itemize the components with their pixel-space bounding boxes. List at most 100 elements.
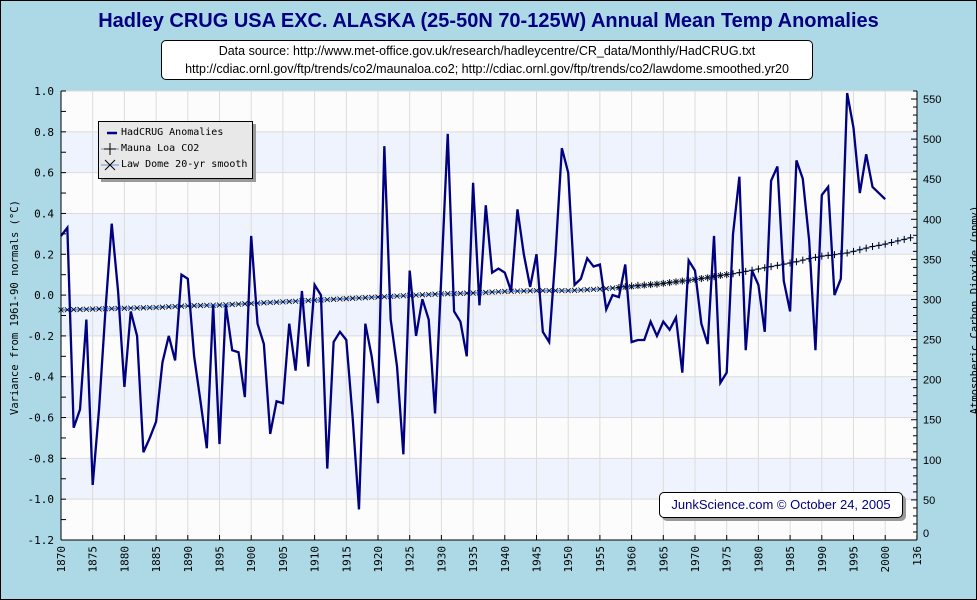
y-tick-label: 0.4 (34, 207, 54, 220)
law-dome-marker (159, 304, 166, 310)
mauna-loa-marker (723, 271, 730, 279)
legend: HadCRUG Anomalies Mauna Loa CO2 Law Dome… (98, 121, 253, 179)
y2-tick-label: 350 (923, 254, 941, 266)
law-dome-marker (425, 291, 432, 298)
law-dome-marker (419, 292, 426, 298)
law-dome-marker (210, 302, 216, 309)
x-tick-label: 1885 (150, 546, 163, 573)
law-dome-marker (349, 295, 356, 302)
law-dome-marker (140, 305, 147, 311)
data-source-box: Data source: http://www.met-office.gov.u… (161, 40, 813, 80)
x-tick-label: 136 (911, 546, 924, 566)
law-dome-marker (216, 302, 223, 308)
legend-label: Mauna Loa CO2 (121, 143, 200, 154)
law-dome-marker (578, 287, 584, 293)
law-dome-marker (165, 304, 172, 310)
y-axis-label: Variance from 1961-90 normals (°C) (9, 200, 21, 415)
x-tick-label: 1895 (214, 546, 227, 573)
mauna-loa-marker (774, 261, 781, 269)
x-tick-label: 1990 (816, 546, 829, 573)
chart-title: Hadley CRUG USA EXC. ALASKA (25-50N 70-1… (98, 10, 879, 32)
y2-tick-label: 300 (923, 294, 941, 306)
law-dome-marker (292, 298, 299, 305)
y2-tick-label: 450 (923, 174, 941, 186)
law-dome-marker (362, 294, 369, 301)
law-dome-marker (495, 288, 502, 295)
y-tick-label: -0.4 (28, 371, 55, 384)
law-dome-marker (172, 303, 178, 310)
x-tick-label: 1980 (752, 546, 765, 573)
x-tick-label: 2000 (879, 546, 892, 573)
x-tick-label: 1935 (467, 546, 480, 573)
law-dome-marker (343, 295, 350, 302)
x-tick-label: 1870 (55, 546, 68, 573)
y-tick-label: 0.0 (34, 289, 54, 302)
mauna-loa-marker (850, 247, 857, 255)
y2-tick-label: 550 (923, 94, 941, 106)
y2-tick-label: 400 (923, 214, 941, 226)
mauna-loa-marker (666, 279, 673, 287)
law-dome-marker (527, 288, 533, 294)
mauna-loa-marker (736, 269, 743, 277)
credit-label: JunkScience.com © October 24, 2005 (659, 492, 903, 518)
mauna-loa-marker (704, 274, 711, 282)
law-dome-marker (337, 296, 343, 302)
mauna-loa-marker (717, 271, 724, 279)
law-dome-marker (280, 299, 286, 305)
law-dome-marker (134, 305, 140, 311)
band (61, 295, 917, 336)
legend-item-mauna-loa: Mauna Loa CO2 (99, 141, 252, 157)
mauna-loa-marker (698, 275, 705, 283)
law-dome-marker (197, 302, 204, 309)
law-dome-marker (235, 301, 242, 307)
mauna-loa-marker (907, 234, 914, 242)
y2-tick-label: 250 (923, 335, 941, 347)
x-tick-label: 1915 (340, 546, 353, 573)
law-dome-marker (413, 292, 419, 298)
x-tick-label: 1960 (626, 546, 639, 573)
law-dome-marker (223, 301, 229, 308)
law-dome-marker (204, 302, 210, 309)
mauna-loa-marker (628, 282, 635, 290)
law-dome-marker (609, 285, 616, 291)
legend-x-marker-icon (101, 159, 119, 171)
anomaly-series (60, 92, 886, 510)
y-tick-label: 0.2 (34, 248, 54, 261)
law-dome-marker (565, 287, 571, 294)
mauna-loa-marker (793, 258, 800, 266)
law-dome-marker (533, 287, 540, 294)
law-dome-marker (146, 304, 153, 311)
law-dome-marker (432, 291, 438, 297)
law-dome-marker (482, 289, 489, 296)
legend-item-hadcrug: HadCRUG Anomalies (99, 125, 252, 141)
x-tick-label: 1925 (404, 546, 417, 573)
law-dome-marker (324, 296, 331, 303)
y-tick-label: -0.2 (28, 330, 55, 343)
x-tick-label: 1965 (657, 546, 670, 573)
x-tick-label: 1880 (118, 546, 131, 573)
x-tick-label: 1955 (594, 546, 607, 573)
law-dome-marker (559, 287, 565, 294)
law-dome-marker (502, 288, 508, 295)
x-tick-label: 1875 (87, 546, 100, 573)
axes (60, 90, 918, 541)
y2-tick-label: 0 (923, 528, 929, 540)
y-tick-label: 0.6 (34, 167, 54, 180)
y-tick-label: -1.2 (28, 534, 55, 547)
x-tick-label: 1995 (848, 546, 861, 573)
x-tick-label: 1940 (499, 546, 512, 573)
law-dome-marker (273, 299, 280, 305)
legend-item-law-dome: Law Dome 20-yr smooth (99, 157, 252, 173)
mauna-loa-marker (894, 237, 901, 245)
x-tick-label: 1930 (435, 546, 448, 573)
mauna-loa-marker (679, 277, 686, 285)
x-tick-label: 1910 (309, 546, 322, 573)
legend-label: Law Dome 20-yr smooth (121, 159, 248, 170)
x-tick-label: 1985 (784, 546, 797, 573)
mauna-loa-marker (882, 240, 889, 248)
x-tick-label: 1975 (721, 546, 734, 573)
mauna-loa-marker (825, 251, 832, 259)
law-dome-line (60, 273, 727, 311)
law-dome-marker (546, 287, 552, 294)
mauna-loa-marker (901, 235, 908, 243)
